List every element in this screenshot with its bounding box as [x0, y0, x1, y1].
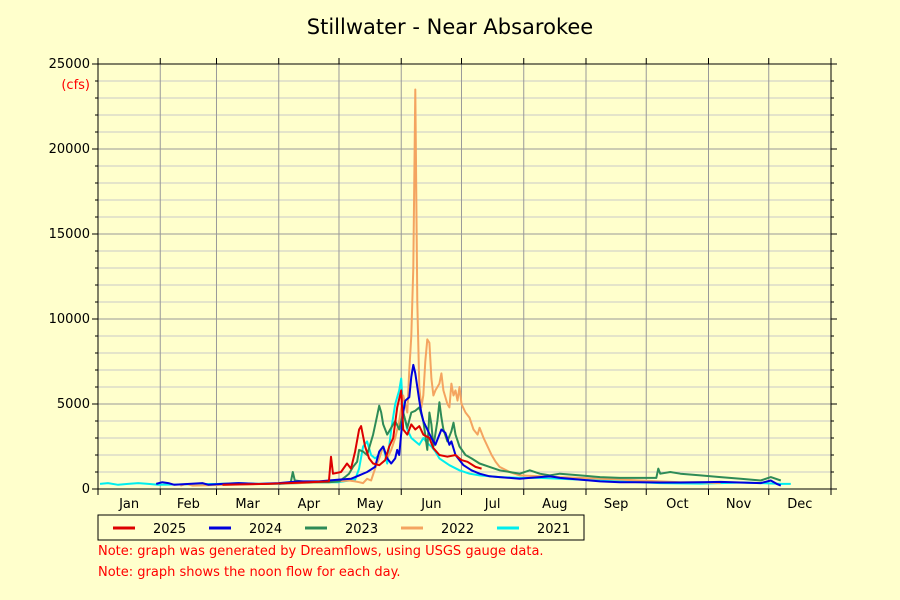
series-line-2025	[222, 389, 482, 486]
x-tick-label: Dec	[787, 497, 812, 512]
legend-label-2025: 2025	[153, 522, 186, 537]
x-tick-label: Jun	[420, 497, 441, 512]
y-tick-label: 20000	[49, 142, 90, 157]
legend-label-2024: 2024	[249, 522, 282, 537]
y-tick-label: 0	[82, 482, 90, 497]
y-tick-label: 25000	[49, 57, 90, 72]
x-tick-label: Mar	[235, 497, 260, 512]
x-tick-label: Jul	[484, 497, 501, 512]
x-tick-label: Apr	[298, 497, 321, 512]
plot-border	[97, 63, 832, 490]
series-line-2023	[278, 401, 782, 485]
y-tick-label: 5000	[57, 397, 90, 412]
x-tick-label: Oct	[666, 497, 688, 512]
axis-ticks: 0 5000 10000 15000 20000 25000 Jan Feb Mar Apr May…	[49, 57, 837, 512]
chart-title: Stillwater - Near Absarokee	[307, 15, 593, 39]
series-layer	[99, 88, 791, 487]
chart-grid	[97, 63, 832, 490]
x-tick-label: Jan	[118, 497, 139, 512]
x-tick-label: Nov	[726, 497, 752, 512]
x-tick-label: May	[357, 497, 384, 512]
legend: 2025 2024 2023 2022 2021	[97, 514, 585, 541]
legend-label-2022: 2022	[441, 522, 474, 537]
x-tick-label: Aug	[542, 497, 567, 512]
plot-background	[98, 64, 831, 489]
x-tick-label: Sep	[604, 497, 629, 512]
x-tick-label: Feb	[177, 497, 200, 512]
note-source: Note: graph was generated by Dreamflows,…	[98, 544, 544, 559]
y-axis-unit: (cfs)	[61, 78, 90, 93]
legend-label-2021: 2021	[537, 522, 570, 537]
note-noon-flow: Note: graph shows the noon flow for each…	[98, 565, 401, 580]
y-tick-label: 10000	[49, 312, 90, 327]
y-tick-label: 15000	[49, 227, 90, 242]
legend-label-2023: 2023	[345, 522, 378, 537]
